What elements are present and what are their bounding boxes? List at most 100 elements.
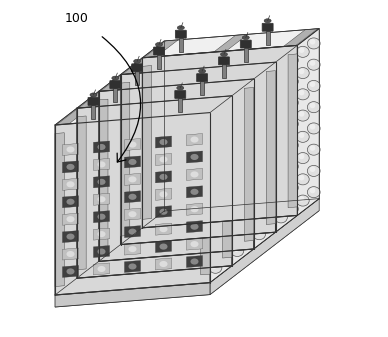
Ellipse shape [128, 264, 137, 270]
Polygon shape [156, 206, 171, 218]
Polygon shape [142, 29, 319, 58]
Ellipse shape [244, 132, 250, 137]
Ellipse shape [191, 154, 199, 160]
Ellipse shape [253, 228, 265, 240]
Polygon shape [148, 85, 182, 102]
Ellipse shape [233, 119, 239, 125]
Polygon shape [125, 139, 140, 151]
Polygon shape [187, 221, 203, 233]
Polygon shape [126, 101, 161, 119]
Ellipse shape [191, 206, 199, 212]
FancyBboxPatch shape [175, 90, 186, 98]
Ellipse shape [244, 89, 250, 95]
Polygon shape [275, 45, 297, 232]
Ellipse shape [97, 196, 106, 202]
Ellipse shape [66, 199, 74, 205]
Ellipse shape [66, 251, 74, 257]
Ellipse shape [128, 142, 137, 148]
Ellipse shape [128, 159, 137, 165]
Ellipse shape [242, 237, 255, 248]
Polygon shape [55, 113, 210, 295]
Ellipse shape [264, 114, 276, 125]
Ellipse shape [286, 204, 298, 214]
Ellipse shape [286, 140, 298, 151]
Ellipse shape [159, 209, 168, 215]
Ellipse shape [211, 136, 217, 142]
Ellipse shape [307, 123, 320, 134]
Ellipse shape [97, 248, 106, 254]
Polygon shape [78, 90, 113, 108]
Ellipse shape [255, 145, 261, 150]
Polygon shape [223, 104, 232, 258]
FancyBboxPatch shape [197, 74, 208, 82]
Polygon shape [125, 191, 140, 203]
Ellipse shape [211, 115, 217, 120]
Ellipse shape [231, 160, 244, 172]
Ellipse shape [288, 183, 293, 189]
Polygon shape [55, 96, 232, 125]
Ellipse shape [255, 123, 261, 129]
Ellipse shape [211, 157, 217, 163]
FancyBboxPatch shape [262, 23, 273, 31]
Ellipse shape [275, 84, 288, 95]
Ellipse shape [255, 230, 261, 235]
Ellipse shape [264, 135, 276, 146]
Ellipse shape [310, 124, 315, 129]
Ellipse shape [288, 205, 293, 210]
Polygon shape [170, 68, 204, 86]
Ellipse shape [299, 90, 305, 95]
Polygon shape [187, 203, 203, 215]
Bar [178, 98, 182, 112]
Ellipse shape [66, 164, 74, 170]
Polygon shape [262, 45, 296, 63]
Polygon shape [210, 96, 232, 283]
Polygon shape [77, 116, 86, 270]
Ellipse shape [286, 182, 298, 193]
Ellipse shape [66, 268, 74, 275]
Text: 100: 100 [65, 12, 89, 25]
Polygon shape [283, 29, 318, 47]
Ellipse shape [310, 166, 315, 172]
Ellipse shape [264, 178, 276, 189]
Ellipse shape [233, 183, 239, 188]
Ellipse shape [222, 127, 228, 133]
Ellipse shape [299, 175, 305, 180]
Ellipse shape [209, 241, 222, 252]
Ellipse shape [222, 234, 228, 239]
Ellipse shape [220, 105, 233, 116]
Ellipse shape [222, 212, 228, 218]
Ellipse shape [220, 254, 233, 265]
Ellipse shape [264, 220, 276, 231]
Ellipse shape [288, 141, 293, 146]
Ellipse shape [277, 213, 282, 218]
Ellipse shape [209, 262, 222, 273]
FancyBboxPatch shape [110, 81, 121, 89]
Ellipse shape [275, 148, 288, 159]
Polygon shape [62, 196, 78, 208]
Ellipse shape [159, 174, 168, 180]
Ellipse shape [231, 224, 244, 235]
Ellipse shape [209, 198, 222, 210]
Polygon shape [94, 158, 109, 171]
Ellipse shape [266, 115, 272, 121]
Ellipse shape [244, 153, 250, 159]
Ellipse shape [288, 98, 293, 104]
Ellipse shape [231, 139, 244, 150]
Bar [157, 55, 161, 68]
Ellipse shape [159, 226, 168, 232]
Polygon shape [99, 62, 275, 91]
Ellipse shape [97, 214, 106, 220]
Ellipse shape [299, 132, 305, 138]
Ellipse shape [266, 179, 272, 184]
Ellipse shape [286, 161, 298, 172]
Polygon shape [240, 62, 274, 80]
Ellipse shape [199, 69, 206, 73]
Ellipse shape [233, 98, 239, 103]
Ellipse shape [66, 181, 74, 187]
Polygon shape [232, 79, 254, 266]
Ellipse shape [242, 173, 255, 184]
Ellipse shape [296, 67, 309, 79]
FancyBboxPatch shape [132, 64, 143, 72]
Ellipse shape [255, 209, 261, 214]
Ellipse shape [277, 149, 282, 155]
